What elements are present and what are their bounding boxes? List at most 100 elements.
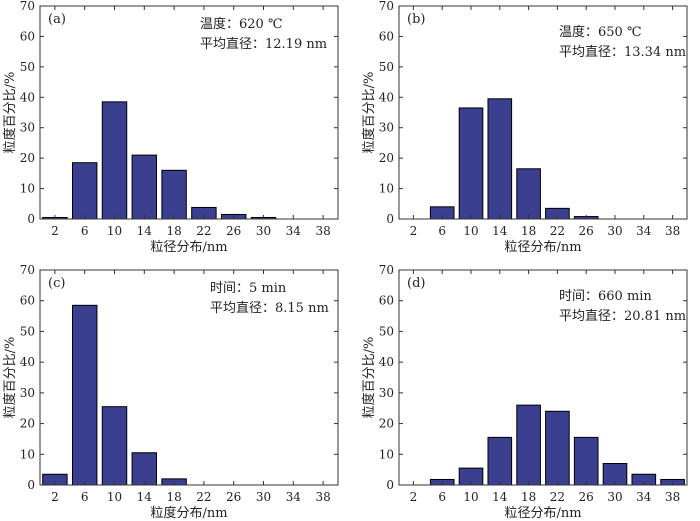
y-tick-label: 50 (379, 60, 394, 74)
y-tick-label: 0 (27, 478, 35, 492)
bar-14 (131, 452, 158, 486)
x-tick-label: 14 (137, 490, 153, 504)
annotation-line: 平均直径：12.19 nm (200, 37, 327, 52)
x-tick-label: 34 (636, 490, 652, 504)
y-tick-label: 10 (379, 447, 394, 461)
panel-label: (c) (48, 276, 65, 291)
x-tick-label: 18 (166, 490, 181, 504)
y-tick-label: 0 (27, 212, 35, 226)
x-tick-label: 6 (438, 224, 446, 238)
y-tick-label: 70 (20, 0, 35, 13)
x-tick-label: 30 (607, 490, 622, 504)
y-tick-label: 30 (20, 386, 35, 400)
x-axis-title: 粒径分布/nm (504, 240, 581, 255)
x-tick-label: 22 (196, 490, 211, 504)
y-axis-title: 粒度百分比/% (2, 337, 18, 419)
bar-14 (131, 154, 158, 220)
annotation-line: 温度：620 ℃ (200, 16, 283, 32)
x-axis-title: 粒径分布/nm (504, 506, 581, 521)
annotation-line: 温度：650 ℃ (559, 24, 642, 40)
y-tick-label: 70 (379, 0, 394, 13)
plot-frame (398, 5, 688, 220)
annotation-line: 平均直径：13.34 nm (559, 45, 686, 60)
x-tick-label: 34 (286, 224, 302, 238)
x-tick-label: 2 (51, 224, 59, 238)
y-tick-label: 50 (20, 60, 35, 74)
plot-frame (39, 5, 339, 220)
y-tick-label: 60 (379, 294, 394, 308)
y-tick-label: 30 (379, 386, 394, 400)
annotation-line: 平均直径：8.15 nm (210, 301, 329, 316)
x-tick-label: 6 (438, 490, 446, 504)
panel-label: (d) (407, 276, 425, 291)
y-tick-label: 50 (379, 324, 394, 338)
bar-6 (71, 162, 98, 220)
y-tick-label: 0 (386, 212, 394, 226)
bar-22 (545, 410, 570, 486)
bar-18 (516, 404, 541, 486)
x-tick-label: 26 (579, 224, 594, 238)
bar-14 (487, 98, 513, 220)
x-tick-label: 2 (410, 224, 418, 238)
bar-10 (101, 101, 128, 220)
annotation-line: 平均直径：20.81 nm (559, 309, 686, 324)
y-tick-label: 50 (20, 324, 35, 338)
y-tick-label: 40 (20, 90, 35, 104)
bar-14 (487, 436, 513, 486)
x-tick-label: 30 (256, 490, 271, 504)
x-tick-label: 38 (665, 490, 680, 504)
bar-6 (71, 304, 98, 486)
x-tick-label: 30 (607, 224, 622, 238)
y-tick-label: 10 (379, 182, 394, 196)
x-tick-label: 26 (579, 490, 594, 504)
x-tick-label: 22 (550, 490, 565, 504)
panel-label: (a) (48, 12, 66, 27)
x-tick-label: 22 (550, 224, 565, 238)
x-tick-label: 18 (521, 224, 536, 238)
y-tick-label: 60 (20, 294, 35, 308)
y-tick-label: 20 (379, 151, 394, 165)
x-tick-label: 2 (410, 490, 418, 504)
y-tick-label: 60 (379, 29, 394, 43)
y-tick-label: 70 (20, 263, 35, 277)
x-tick-label: 18 (166, 224, 181, 238)
x-tick-label: 6 (81, 224, 89, 238)
x-tick-label: 18 (521, 490, 536, 504)
y-tick-label: 40 (20, 355, 35, 369)
x-tick-label: 34 (286, 490, 302, 504)
x-tick-label: 38 (315, 224, 330, 238)
y-axis-title: 粒度百分比/% (2, 72, 18, 154)
x-axis-title: 粒度分布/nm (150, 505, 227, 521)
x-tick-label: 2 (51, 490, 59, 504)
x-tick-label: 10 (107, 490, 122, 504)
x-tick-label: 34 (636, 224, 652, 238)
y-tick-label: 60 (20, 29, 35, 43)
panel-label: (b) (407, 12, 425, 27)
x-tick-label: 6 (81, 490, 89, 504)
plot-frame (39, 269, 339, 486)
y-tick-label: 30 (20, 121, 35, 135)
x-tick-label: 10 (107, 224, 122, 238)
x-tick-label: 22 (196, 224, 211, 238)
y-axis-title: 粒度百分比/% (361, 72, 377, 154)
x-axis-title: 粒径分布/nm (150, 240, 227, 255)
x-tick-label: 30 (256, 224, 271, 238)
x-tick-label: 14 (492, 490, 508, 504)
x-tick-label: 26 (226, 224, 241, 238)
bar-18 (516, 168, 541, 220)
x-tick-label: 38 (315, 490, 330, 504)
annotation-line: 时间：5 min (210, 281, 287, 296)
plot-frame (398, 269, 688, 486)
y-tick-label: 20 (379, 417, 394, 431)
x-tick-label: 14 (137, 224, 153, 238)
y-tick-label: 20 (20, 417, 35, 431)
y-axis-title: 粒度百分比/% (361, 337, 377, 419)
y-tick-label: 70 (379, 263, 394, 277)
y-tick-label: 20 (20, 151, 35, 165)
bar-10 (458, 107, 484, 220)
y-tick-label: 0 (386, 478, 394, 492)
